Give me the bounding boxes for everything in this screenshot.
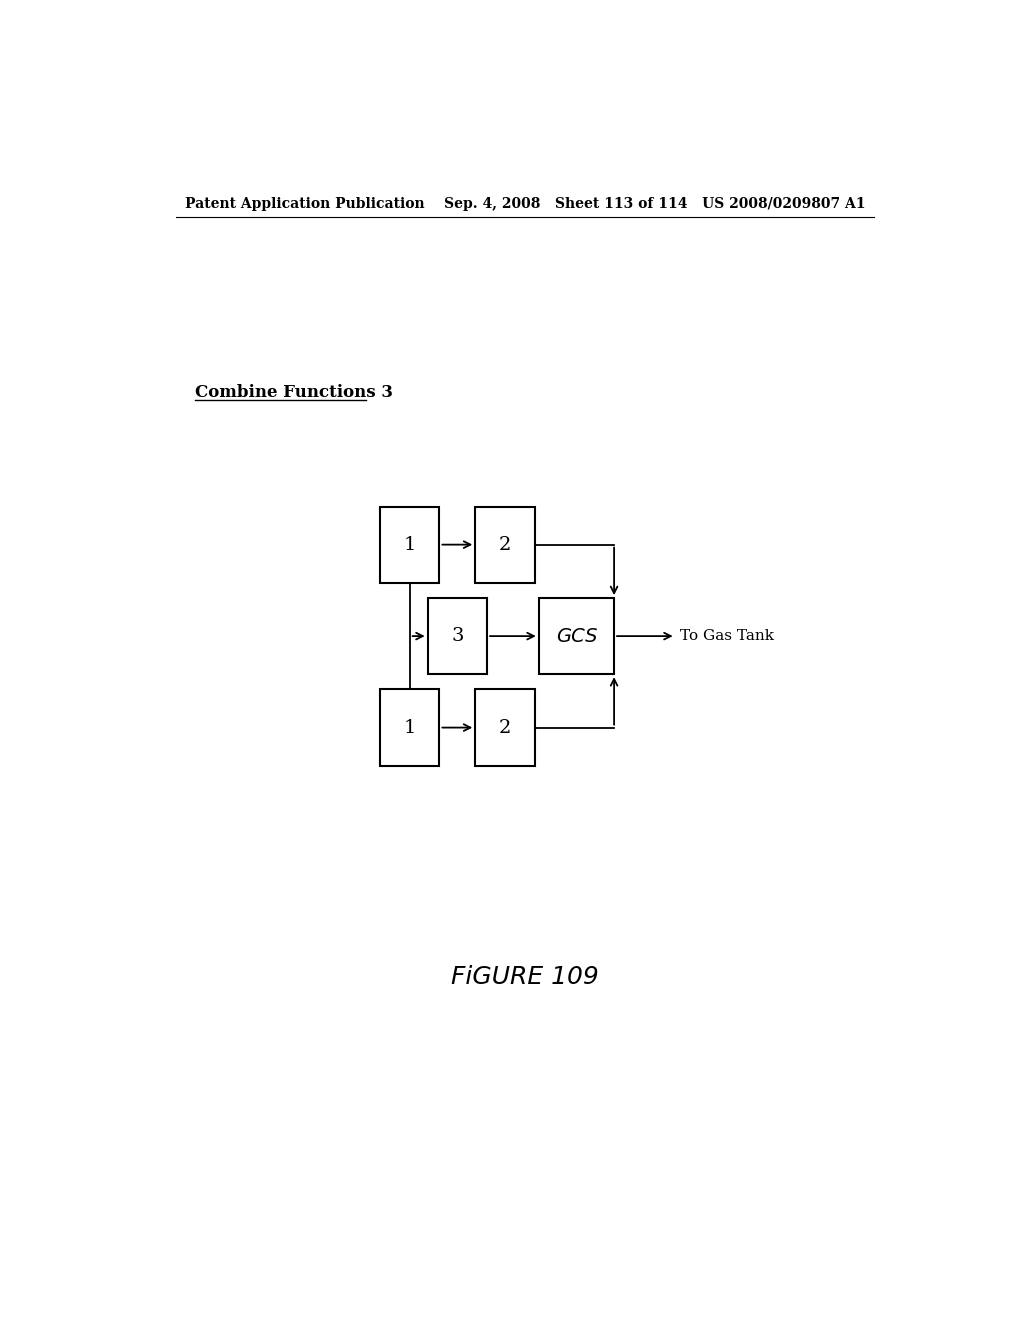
FancyBboxPatch shape [380, 507, 439, 582]
FancyBboxPatch shape [380, 689, 439, 766]
FancyBboxPatch shape [475, 507, 535, 582]
Text: To Gas Tank: To Gas Tank [680, 630, 773, 643]
FancyBboxPatch shape [539, 598, 614, 675]
Text: 2: 2 [499, 718, 511, 737]
Text: 2: 2 [499, 536, 511, 553]
Text: Combine Functions 3: Combine Functions 3 [196, 384, 393, 401]
FancyBboxPatch shape [428, 598, 487, 675]
Text: FiGURE 109: FiGURE 109 [451, 965, 599, 989]
Text: 3: 3 [452, 627, 464, 645]
FancyBboxPatch shape [475, 689, 535, 766]
Text: GCS: GCS [556, 627, 597, 645]
Text: Patent Application Publication    Sep. 4, 2008   Sheet 113 of 114   US 2008/0209: Patent Application Publication Sep. 4, 2… [184, 197, 865, 211]
Text: 1: 1 [403, 718, 416, 737]
Text: 1: 1 [403, 536, 416, 553]
